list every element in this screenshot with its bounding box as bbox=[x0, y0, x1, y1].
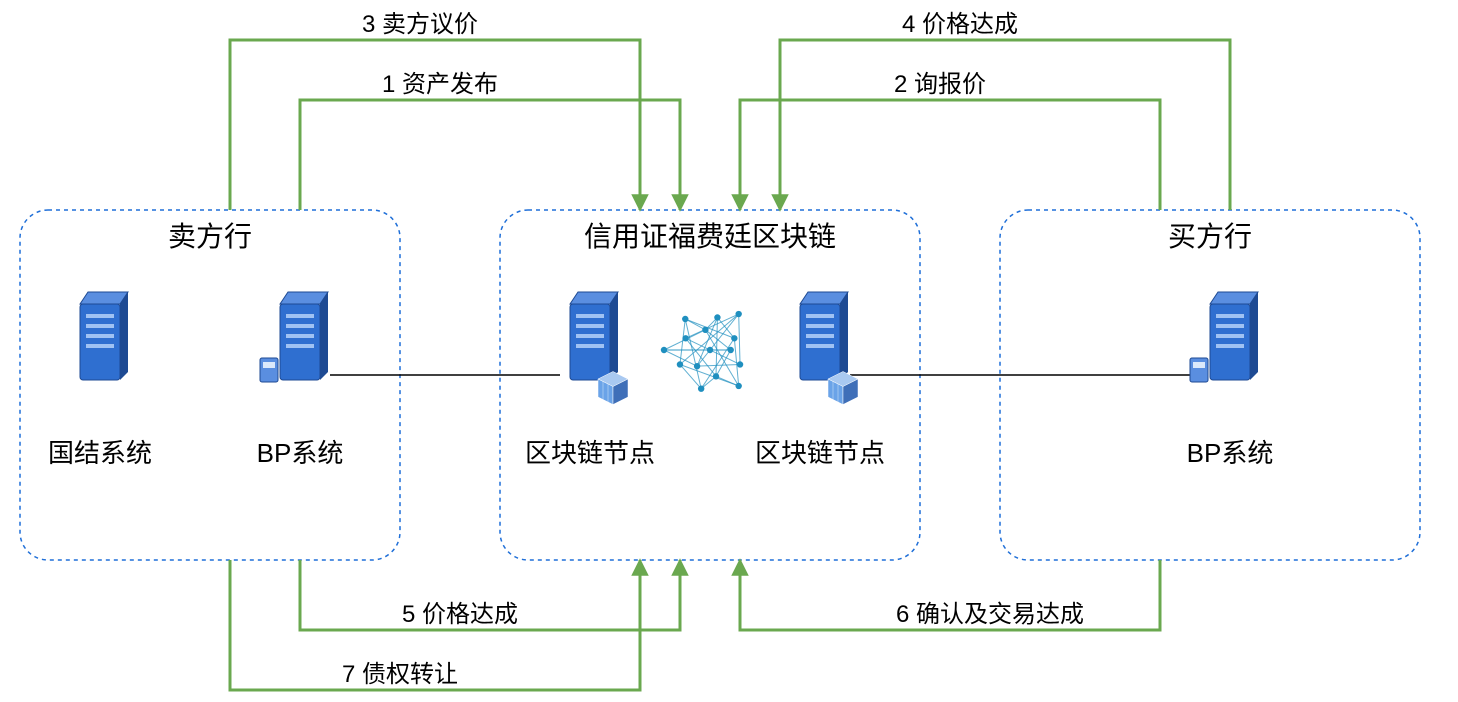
box-right bbox=[1000, 210, 1420, 560]
node-bpRight-label: BP系统 bbox=[1187, 438, 1274, 468]
node-bcLeft-label: 区块链节点 bbox=[525, 438, 655, 468]
box-center-title: 信用证福费廷区块链 bbox=[584, 221, 836, 252]
box-right-title: 买方行 bbox=[1168, 221, 1252, 252]
node-guojie-label: 国结系统 bbox=[48, 438, 152, 468]
edge-e2 bbox=[740, 100, 1160, 210]
edge-e7-label: 7 债权转让 bbox=[342, 661, 458, 688]
edge-e1 bbox=[300, 100, 680, 210]
edge-e6-label: 6 确认及交易达成 bbox=[896, 601, 1084, 628]
box-left-title: 卖方行 bbox=[168, 221, 252, 252]
edge-e3-label: 3 卖方议价 bbox=[362, 11, 478, 38]
box-left bbox=[20, 210, 400, 560]
edge-e2-label: 2 询报价 bbox=[894, 71, 986, 98]
node-bcRight-label: 区块链节点 bbox=[755, 438, 885, 468]
edge-e3 bbox=[230, 40, 640, 210]
node-bpLeft-label: BP系统 bbox=[257, 438, 344, 468]
edge-e5-label: 5 价格达成 bbox=[402, 601, 518, 628]
node-guojie-icon bbox=[80, 292, 128, 380]
edge-e4-label: 4 价格达成 bbox=[902, 11, 1018, 38]
edge-e4 bbox=[780, 40, 1230, 210]
edge-e1-label: 1 资产发布 bbox=[382, 71, 498, 98]
